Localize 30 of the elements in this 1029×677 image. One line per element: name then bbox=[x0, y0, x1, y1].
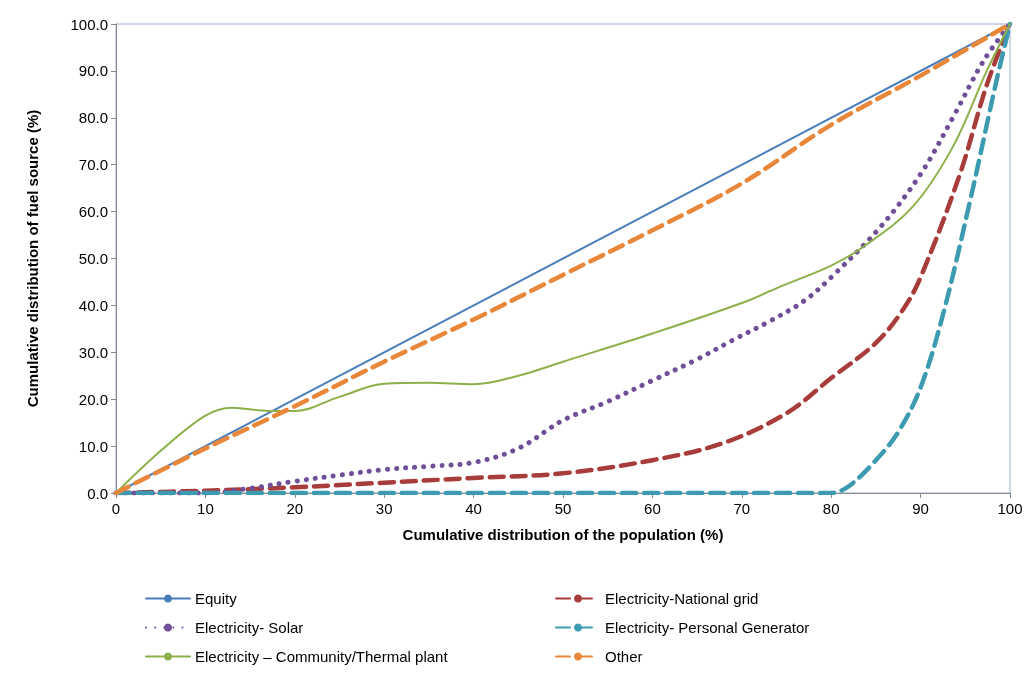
x-tick-label: 90 bbox=[912, 500, 929, 517]
legend-label: Other bbox=[605, 648, 643, 665]
x-axis-title: Cumulative distribution of the population (%) bbox=[402, 526, 724, 543]
y-tick-label: 0.0 bbox=[87, 484, 108, 502]
x-tick-label: 10 bbox=[197, 500, 214, 517]
x-tick-label: 60 bbox=[644, 500, 661, 517]
y-axis-title: Cumulative distribution of fuel source (%) bbox=[24, 109, 41, 408]
y-tick-label: 50.0 bbox=[78, 250, 108, 267]
y-tick-label: 100.0 bbox=[70, 15, 108, 33]
y-tick-label: 80.0 bbox=[78, 109, 108, 127]
legend-label: Electricity-National grid bbox=[605, 590, 759, 607]
y-tick-label: 30.0 bbox=[78, 343, 108, 361]
x-tick-label: 40 bbox=[465, 500, 482, 517]
y-tick-label: 60.0 bbox=[78, 203, 108, 221]
x-tick-label: 50 bbox=[554, 500, 572, 517]
legend-label: Electricity – Community/Thermal plant bbox=[195, 648, 449, 665]
y-tick-label: 70.0 bbox=[78, 156, 108, 174]
y-tick-label: 40.0 bbox=[78, 296, 108, 314]
x-tick-label: 70 bbox=[733, 500, 751, 517]
y-tick-label: 90.0 bbox=[78, 62, 108, 80]
x-tick-label: 80 bbox=[822, 500, 840, 517]
legend-label: Electricity- Solar bbox=[195, 619, 304, 636]
x-tick-label: 100 bbox=[997, 500, 1023, 517]
legend-label: Electricity- Personal Generator bbox=[605, 619, 810, 636]
x-tick-label: 30 bbox=[375, 500, 393, 517]
legend-label: Equity bbox=[195, 590, 238, 607]
y-tick-label: 10.0 bbox=[78, 437, 108, 455]
x-tick-label: 20 bbox=[286, 500, 304, 517]
x-tick-label: 0 bbox=[111, 500, 121, 517]
y-tick-label: 20.0 bbox=[78, 390, 108, 408]
